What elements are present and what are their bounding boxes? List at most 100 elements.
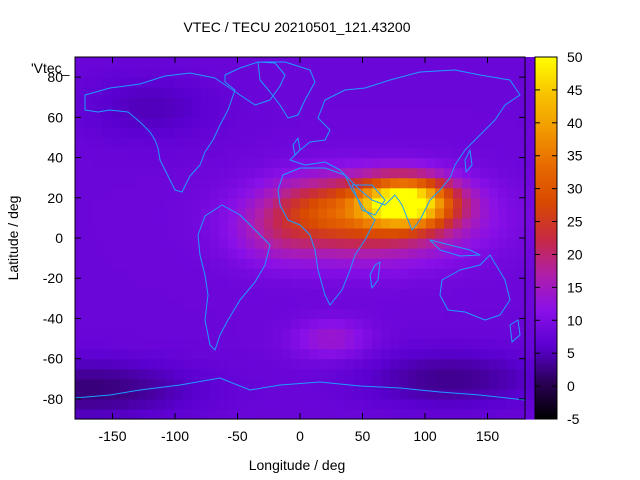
- heatmap-cell: [165, 207, 175, 219]
- heatmap-cell: [435, 398, 445, 410]
- heatmap-cell: [345, 67, 355, 78]
- heatmap-cell: [201, 57, 211, 68]
- heatmap-cell: [201, 127, 211, 139]
- heatmap-cell: [273, 268, 283, 279]
- heatmap-cell: [507, 398, 517, 410]
- heatmap-cell: [453, 147, 463, 159]
- heatmap-cell: [435, 378, 445, 390]
- heatmap-cell: [246, 348, 256, 360]
- x-tick-label: -50: [227, 428, 247, 444]
- heatmap-cell: [318, 67, 328, 78]
- heatmap-cell: [300, 298, 310, 309]
- heatmap-cell: [327, 127, 337, 139]
- heatmap-cell: [489, 268, 499, 279]
- heatmap-cell: [417, 288, 427, 299]
- heatmap-cell: [300, 67, 310, 78]
- heatmap-cell: [138, 67, 148, 78]
- heatmap-cell: [147, 338, 157, 350]
- heatmap-cell: [516, 398, 526, 410]
- heatmap-cell: [210, 167, 220, 179]
- y-tick-label: -80: [43, 391, 63, 407]
- heatmap-cell: [426, 378, 436, 390]
- vtec-key-label: 'Vtec_: [31, 60, 70, 76]
- heatmap-cell: [291, 248, 301, 259]
- coastline-japan: [464, 149, 473, 173]
- heatmap-cell: [453, 217, 463, 229]
- heatmap-cell: [426, 127, 436, 139]
- heatmap-cell: [516, 298, 526, 309]
- heatmap-cell: [201, 388, 211, 400]
- heatmap-cell: [120, 147, 130, 159]
- heatmap-cell: [237, 87, 247, 98]
- heatmap-cell: [327, 57, 337, 68]
- heatmap-cell: [120, 278, 130, 289]
- heatmap-cell: [174, 268, 184, 279]
- heatmap-cell: [471, 137, 481, 149]
- heatmap-cell: [525, 368, 535, 380]
- heatmap-cell: [138, 157, 148, 169]
- heatmap-cell: [471, 298, 481, 309]
- heatmap-cell: [372, 217, 382, 229]
- heatmap-cell: [291, 238, 301, 249]
- heatmap-cell: [183, 338, 193, 350]
- heatmap-cell: [525, 238, 535, 249]
- heatmap-cell: [318, 298, 328, 309]
- heatmap-cell: [417, 97, 427, 108]
- heatmap-cell: [138, 197, 148, 209]
- heatmap-cell: [462, 398, 472, 410]
- y-tick-label: -40: [43, 310, 63, 326]
- heatmap-cell: [129, 238, 139, 249]
- heatmap-cell: [84, 398, 94, 410]
- heatmap-cell: [102, 227, 112, 239]
- heatmap-cell: [246, 157, 256, 169]
- heatmap-cell: [228, 268, 238, 279]
- heatmap-cell: [282, 338, 292, 350]
- heatmap-cell: [165, 358, 175, 370]
- heatmap-cell: [219, 147, 229, 159]
- heatmap-cell: [246, 298, 256, 309]
- heatmap-cell: [471, 368, 481, 380]
- heatmap-cell: [453, 268, 463, 279]
- heatmap-cell: [345, 177, 355, 189]
- heatmap-cell: [75, 127, 85, 139]
- heatmap-cell: [120, 117, 130, 128]
- heatmap-cell: [174, 388, 184, 400]
- heatmap-cell: [318, 167, 328, 179]
- heatmap-cell: [156, 207, 166, 219]
- heatmap-cell: [138, 127, 148, 139]
- heatmap-cell: [147, 378, 157, 390]
- heatmap-cell: [246, 318, 256, 330]
- heatmap-cell: [327, 87, 337, 98]
- heatmap-cell: [381, 398, 391, 410]
- heatmap-cell: [237, 137, 247, 149]
- heatmap-cell: [363, 197, 373, 209]
- heatmap-cell: [219, 288, 229, 299]
- heatmap-cell: [507, 298, 517, 309]
- heatmap-cell: [201, 328, 211, 340]
- heatmap-cell: [516, 248, 526, 259]
- heatmap-cell: [228, 388, 238, 400]
- heatmap-cell: [381, 97, 391, 108]
- heatmap-cell: [363, 217, 373, 229]
- heatmap-cell: [264, 248, 274, 259]
- heatmap-cell: [354, 378, 364, 390]
- heatmap-cell: [102, 157, 112, 169]
- heatmap-cell: [372, 77, 382, 88]
- heatmap-cell: [390, 288, 400, 299]
- heatmap-cell: [237, 197, 247, 209]
- colorbar-tick-label: 25: [567, 214, 583, 230]
- heatmap-cell: [246, 288, 256, 299]
- heatmap-cell: [435, 298, 445, 309]
- heatmap-cell: [471, 107, 481, 118]
- heatmap-cell: [462, 197, 472, 209]
- heatmap-cell: [93, 57, 103, 68]
- heatmap-cell: [372, 338, 382, 350]
- heatmap-cell: [390, 97, 400, 108]
- heatmap-cell: [426, 278, 436, 289]
- heatmap-cell: [174, 97, 184, 108]
- heatmap-cell: [210, 238, 220, 249]
- heatmap-cell: [165, 368, 175, 380]
- heatmap-cell: [480, 348, 490, 360]
- heatmap-cell: [399, 167, 409, 179]
- heatmap-cell: [345, 388, 355, 400]
